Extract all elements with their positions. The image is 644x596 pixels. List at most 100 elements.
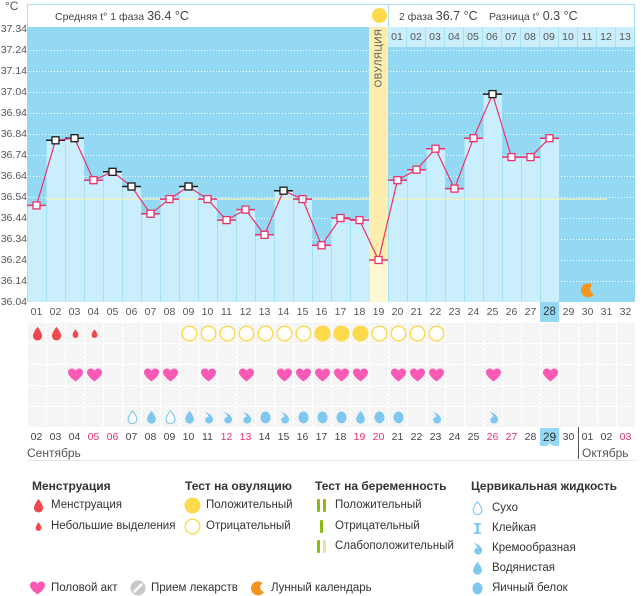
menstruation-ovulation-test-cell[interactable]	[161, 323, 179, 343]
menstruation-ovulation-test-cell[interactable]	[237, 323, 255, 343]
menstruation-ovulation-test-cell[interactable]	[370, 323, 388, 343]
calendar-date[interactable]: 05	[87, 431, 100, 443]
temperature-point[interactable]	[260, 230, 269, 239]
pregnancy-test-cell[interactable]	[408, 386, 426, 406]
cervical-fluid-cell[interactable]	[237, 407, 255, 427]
pregnancy-test-cell[interactable]	[560, 386, 578, 406]
cycle-day-label[interactable]: 16	[315, 306, 328, 318]
intercourse-cell[interactable]	[28, 365, 46, 385]
medication-cell[interactable]	[446, 344, 464, 364]
intercourse-cell[interactable]	[256, 365, 274, 385]
calendar-date[interactable]: 20	[372, 431, 385, 443]
menstruation-ovulation-test-cell[interactable]	[142, 323, 160, 343]
pregnancy-test-cell[interactable]	[66, 386, 84, 406]
intercourse-cell[interactable]	[47, 365, 65, 385]
temperature-point[interactable]	[146, 209, 155, 218]
cervical-fluid-cell[interactable]	[256, 407, 274, 427]
medication-cell[interactable]	[522, 344, 540, 364]
pregnancy-test-cell[interactable]	[47, 386, 65, 406]
menstruation-ovulation-test-cell[interactable]	[218, 323, 236, 343]
intercourse-cell[interactable]	[180, 365, 198, 385]
medication-cell[interactable]	[85, 344, 103, 364]
menstruation-ovulation-test-cell[interactable]	[522, 323, 540, 343]
menstruation-ovulation-test-cell[interactable]	[503, 323, 521, 343]
menstruation-ovulation-test-cell[interactable]	[66, 323, 84, 343]
calendar-date[interactable]: 16	[296, 431, 309, 443]
calendar-date[interactable]: 23	[429, 431, 442, 443]
intercourse-cell[interactable]	[66, 365, 84, 385]
menstruation-ovulation-test-cell[interactable]	[256, 323, 274, 343]
pregnancy-test-cell[interactable]	[237, 386, 255, 406]
pregnancy-test-cell[interactable]	[104, 386, 122, 406]
cervical-fluid-cell[interactable]	[85, 407, 103, 427]
cycle-day-label[interactable]: 18	[353, 306, 366, 318]
temperature-point[interactable]	[89, 176, 98, 185]
temperature-point[interactable]	[545, 134, 554, 143]
cervical-fluid-cell[interactable]	[104, 407, 122, 427]
calendar-date[interactable]: 09	[163, 431, 176, 443]
temperature-point[interactable]	[279, 186, 288, 195]
intercourse-cell[interactable]	[446, 365, 464, 385]
pregnancy-test-cell[interactable]	[389, 386, 407, 406]
pregnancy-test-cell[interactable]	[294, 386, 312, 406]
medication-cell[interactable]	[275, 344, 293, 364]
cervical-fluid-cell[interactable]	[332, 407, 350, 427]
intercourse-cell[interactable]	[218, 365, 236, 385]
cervical-fluid-cell[interactable]	[617, 407, 635, 427]
cycle-day-label[interactable]: 25	[486, 306, 499, 318]
menstruation-ovulation-test-cell[interactable]	[389, 323, 407, 343]
cycle-day-label[interactable]: 02	[49, 306, 62, 318]
menstruation-ovulation-test-cell[interactable]	[408, 323, 426, 343]
cervical-fluid-cell[interactable]	[389, 407, 407, 427]
pregnancy-test-cell[interactable]	[541, 386, 559, 406]
intercourse-cell[interactable]	[161, 365, 179, 385]
temperature-point[interactable]	[374, 255, 383, 265]
cervical-fluid-cell[interactable]	[180, 407, 198, 427]
cycle-day-label[interactable]: 19	[372, 306, 385, 318]
cervical-fluid-cell[interactable]	[351, 407, 369, 427]
temperature-point[interactable]	[317, 241, 326, 250]
calendar-date[interactable]: 17	[315, 431, 328, 443]
intercourse-cell[interactable]	[104, 365, 122, 385]
cycle-day-label[interactable]: 20	[391, 306, 404, 318]
cervical-fluid-cell[interactable]	[579, 407, 597, 427]
medication-cell[interactable]	[351, 344, 369, 364]
calendar-date[interactable]: 25	[467, 431, 480, 443]
pregnancy-test-cell[interactable]	[503, 386, 521, 406]
temperature-point[interactable]	[355, 215, 364, 225]
temperature-point[interactable]	[203, 194, 212, 204]
pregnancy-test-cell[interactable]	[85, 386, 103, 406]
medication-cell[interactable]	[104, 344, 122, 364]
cycle-day-label[interactable]: 22	[429, 306, 442, 318]
pregnancy-test-cell[interactable]	[370, 386, 388, 406]
medication-cell[interactable]	[370, 344, 388, 364]
calendar-date[interactable]: 30	[562, 431, 575, 443]
cervical-fluid-cell[interactable]	[313, 407, 331, 427]
temperature-point[interactable]	[165, 194, 174, 204]
intercourse-cell[interactable]	[370, 365, 388, 385]
pregnancy-test-cell[interactable]	[142, 386, 160, 406]
pregnancy-test-cell[interactable]	[617, 386, 635, 406]
cycle-day-label[interactable]: 13	[258, 306, 271, 318]
calendar-date[interactable]: 03	[619, 431, 632, 443]
calendar-date[interactable]: 22	[410, 431, 423, 443]
medication-cell[interactable]	[313, 344, 331, 364]
cervical-fluid-cell[interactable]	[47, 407, 65, 427]
cycle-day-label[interactable]: 09	[182, 306, 195, 318]
cervical-fluid-cell[interactable]	[294, 407, 312, 427]
intercourse-cell[interactable]	[275, 365, 293, 385]
intercourse-cell[interactable]	[598, 365, 616, 385]
medication-cell[interactable]	[161, 344, 179, 364]
intercourse-cell[interactable]	[199, 365, 217, 385]
menstruation-ovulation-test-cell[interactable]	[294, 323, 312, 343]
cycle-day-label[interactable]: 32	[619, 306, 632, 318]
cycle-day-label[interactable]: 24	[467, 306, 480, 318]
cervical-fluid-cell[interactable]	[66, 407, 84, 427]
pregnancy-test-cell[interactable]	[180, 386, 198, 406]
menstruation-ovulation-test-cell[interactable]	[275, 323, 293, 343]
temperature-point[interactable]	[393, 176, 402, 185]
medication-cell[interactable]	[142, 344, 160, 364]
menstruation-ovulation-test-cell[interactable]	[85, 323, 103, 343]
medication-cell[interactable]	[465, 344, 483, 364]
medication-cell[interactable]	[408, 344, 426, 364]
